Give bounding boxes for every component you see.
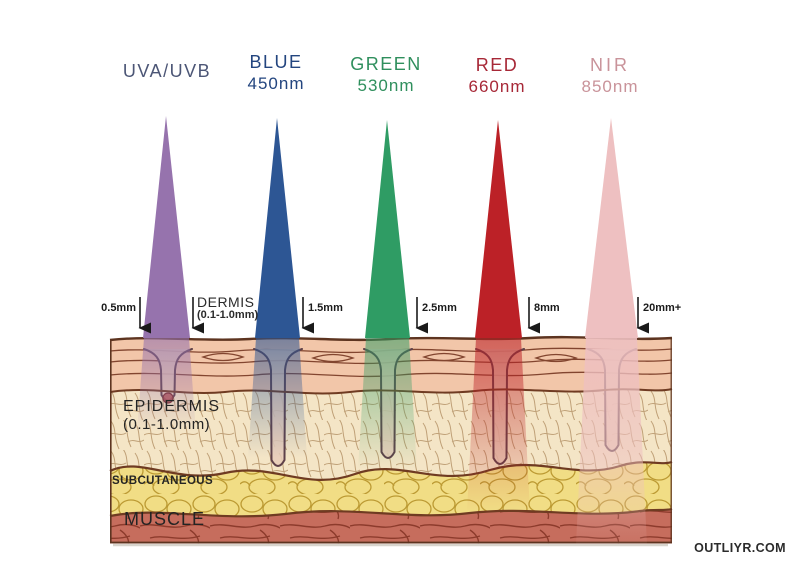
beam-wavelength-red: 660nm bbox=[468, 77, 526, 96]
epidermis-label: EPIDERMIS (0.1-1.0mm) bbox=[123, 398, 220, 433]
depth-label-uva: 0.5mm bbox=[101, 302, 136, 314]
depth-label-green: 2.5mm bbox=[422, 302, 457, 314]
beam-name-nir: NIR bbox=[589, 55, 630, 75]
beam-wavelength-green: 530nm bbox=[357, 76, 415, 95]
muscle-label: MUSCLE bbox=[124, 509, 206, 529]
epidermis-label-title: EPIDERMIS bbox=[123, 398, 221, 415]
beam-label-red: RED 660nm bbox=[469, 54, 526, 97]
beam-label-green: GREEN 530nm bbox=[350, 53, 422, 96]
blue-beam-cone bbox=[255, 118, 300, 338]
uva-beam-cone bbox=[143, 116, 190, 338]
beam-wavelength-blue: 450nm bbox=[247, 74, 305, 93]
beam-name-blue: BLUE bbox=[249, 52, 303, 72]
nir-beam-cone bbox=[585, 118, 638, 338]
subcutaneous-label: SUBCUTANEOUS bbox=[112, 475, 214, 487]
red-penetration-band bbox=[467, 338, 530, 512]
depth-label-nir: 20mm+ bbox=[643, 302, 682, 314]
beam-name-red: RED bbox=[475, 55, 519, 75]
dermis-annotation-range: (0.1-1.0mm) bbox=[197, 309, 259, 321]
beam-label-nir: NIR 850nm bbox=[582, 54, 639, 97]
beam-label-uva: UVA/UVB bbox=[123, 60, 211, 82]
depth-label-blue: 1.5mm bbox=[308, 302, 343, 314]
dermis-annotation: DERMIS (0.1-1.0mm) bbox=[197, 294, 259, 322]
red-beam-cone bbox=[475, 120, 522, 338]
uva-penetration-band bbox=[137, 338, 196, 432]
beam-label-blue: BLUE 450nm bbox=[248, 51, 305, 94]
beam-penetration-bands bbox=[137, 338, 647, 545]
dermis-annotation-title: DERMIS bbox=[197, 294, 255, 310]
bottom-mask bbox=[0, 543, 800, 562]
green-beam-cone bbox=[365, 120, 410, 338]
depth-arrows bbox=[138, 297, 650, 334]
depth-label-red: 8mm bbox=[534, 302, 560, 314]
light-beams bbox=[143, 116, 638, 338]
green-penetration-band bbox=[358, 338, 417, 470]
beam-name-green: GREEN bbox=[350, 54, 422, 74]
watermark: OUTLIYR.COM bbox=[694, 541, 786, 555]
epidermis-label-range: (0.1-1.0mm) bbox=[123, 416, 211, 433]
beam-wavelength-nir: 850nm bbox=[581, 77, 639, 96]
nir-penetration-band bbox=[576, 338, 647, 545]
blue-penetration-band bbox=[248, 338, 307, 458]
beam-name-uva: UVA/UVB bbox=[122, 61, 212, 81]
